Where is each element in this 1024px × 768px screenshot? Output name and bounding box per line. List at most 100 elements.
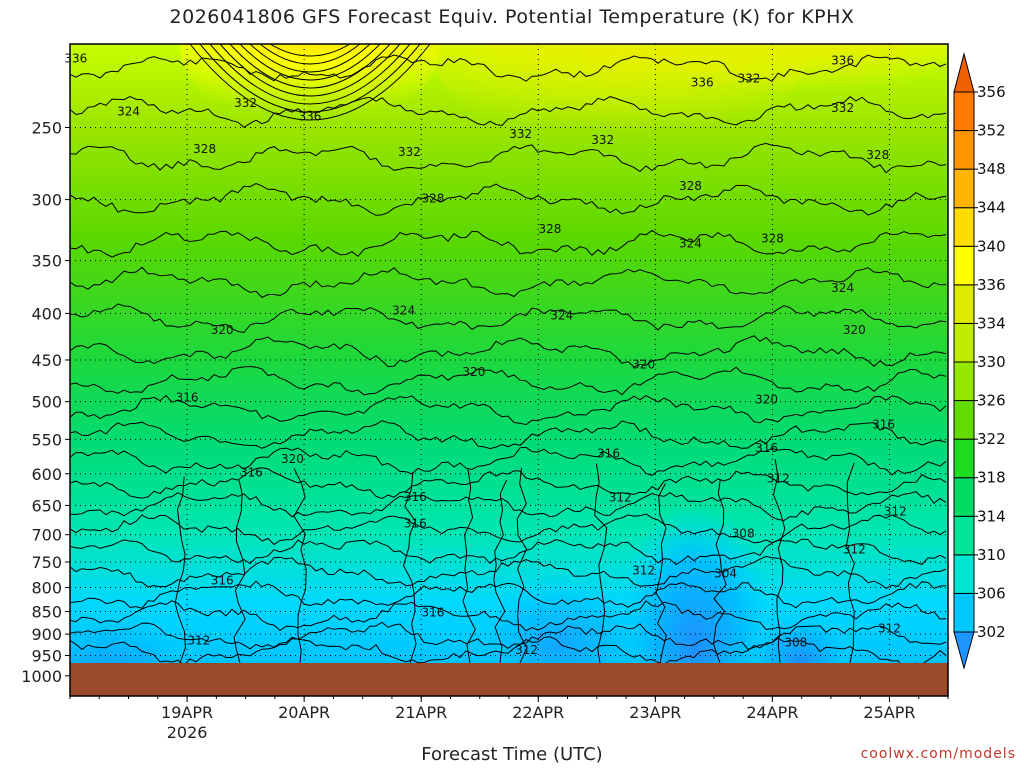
colorbar-segment (953, 592, 975, 633)
contour-line (269, 44, 351, 57)
contour-label: 316 (176, 391, 199, 405)
contour-line (70, 446, 947, 476)
contour-line (239, 44, 381, 81)
colorbar-segment (953, 168, 975, 209)
contour-line (259, 44, 361, 65)
contour-label: 316 (755, 441, 778, 455)
colorbar-label: 352 (977, 122, 1006, 140)
x-tick-label: 23APR (629, 703, 681, 722)
contour-line (772, 459, 786, 664)
y-tick-label: 800 (31, 579, 62, 598)
contour-label: 312 (187, 634, 210, 648)
pressure-axis: 250 300 350 400 450 500 550 600 650 700 750 800 850 9… (21, 119, 70, 686)
x-axis-label: Forecast Time (UTC) (421, 744, 603, 765)
contour-label: 312 (515, 643, 538, 657)
contour-label: 320 (755, 392, 778, 406)
contour-line (199, 44, 421, 113)
contour-label: 332 (831, 101, 854, 115)
contour-label: 336 (691, 75, 714, 89)
contour-label: 316 (211, 574, 234, 588)
contour-labels: 336 324 328 332 336 332 332 328 332 336 332 336 332 3… (64, 52, 907, 658)
y-tick-label: 600 (31, 465, 62, 484)
colorbar-segment (953, 438, 975, 479)
contour-label: 312 (884, 504, 907, 518)
contour-line (712, 479, 727, 664)
contour-line (70, 335, 947, 368)
y-tick-label: 500 (31, 393, 62, 412)
colorbar-label: 336 (977, 276, 1006, 294)
colorbar-label: 318 (977, 469, 1006, 487)
contour-label: 324 (679, 236, 702, 250)
x-tick-label: 20APR (278, 703, 330, 722)
contour-line (516, 467, 528, 664)
y-tick-label: 700 (31, 526, 62, 545)
y-tick-label: 550 (31, 430, 62, 449)
colorbar-segment (953, 284, 975, 324)
contour-label: 328 (421, 191, 444, 205)
colorbar-label: 348 (977, 160, 1006, 178)
contour-line (70, 513, 947, 546)
contour-line (70, 580, 947, 609)
colorbar-segment (953, 515, 975, 556)
contour-line (233, 480, 246, 664)
contour-label: 332 (234, 96, 257, 110)
colorbar-label: 340 (977, 237, 1006, 255)
contour-label: 328 (679, 179, 702, 193)
y-tick-label: 450 (31, 351, 62, 370)
chart-title: 2026041806 GFS Forecast Equiv. Potential… (169, 6, 855, 28)
contour-label: 320 (843, 323, 866, 337)
contour-line (845, 462, 855, 664)
colorbar-segment (953, 245, 975, 286)
colorbar-label: 306 (977, 584, 1006, 602)
contour-label: 332 (398, 145, 421, 159)
colorbar-segment (953, 361, 975, 402)
colorbar: 302 306 310 314 318 322 326 330 334 336 340 344 348 3… (953, 52, 1006, 670)
colorbar-segment (953, 130, 975, 170)
contour-label: 308 (784, 635, 807, 649)
x-tick-label: 22APR (512, 703, 564, 722)
contour-label: 316 (421, 605, 444, 619)
source-credit: coolwx.com/models (860, 746, 1016, 762)
colorbar-segment (953, 400, 975, 440)
contour-label: 316 (872, 418, 895, 432)
colorbar-segment (953, 477, 975, 517)
contour-label: 312 (609, 490, 632, 504)
colorbar-label: 314 (977, 507, 1006, 525)
y-tick-label: 650 (31, 496, 62, 515)
y-tick-label: 300 (31, 191, 62, 210)
contour-line (70, 555, 947, 589)
contour-line (70, 266, 947, 299)
contour-label: 304 (714, 566, 737, 580)
contour-line (219, 44, 401, 97)
contour-line (70, 621, 947, 650)
x-tick-label: 25APR (863, 703, 915, 722)
contour-line (70, 142, 947, 174)
contour-label: 336 (299, 109, 322, 123)
contour-line (70, 538, 947, 566)
colorbar-label: 334 (977, 314, 1006, 332)
y-tick-label: 250 (31, 119, 62, 138)
contour-line (70, 491, 947, 522)
contour-label: 324 (831, 281, 854, 295)
contour-line (70, 467, 947, 500)
x-tick-year: 2026 (167, 723, 208, 742)
ground-terrain (70, 663, 948, 696)
contour-line (594, 463, 608, 664)
contour-label: 320 (281, 452, 304, 466)
y-tick-label: 350 (31, 252, 62, 271)
contour-label: 328 (761, 232, 784, 246)
contour-line (70, 54, 947, 83)
contour-label: 312 (767, 471, 790, 485)
colorbar-label: 302 (977, 623, 1006, 641)
contour-label: 328 (866, 148, 889, 162)
colorbar-min-arrow (953, 631, 975, 670)
colorbar-max-arrow (953, 52, 975, 93)
y-tick-label: 400 (31, 304, 62, 323)
contour-line (70, 394, 947, 426)
colorbar-label: 330 (977, 353, 1006, 371)
colorbar-label: 322 (977, 430, 1006, 448)
contour-label: 324 (117, 104, 140, 118)
x-tick-label: 21APR (395, 703, 447, 722)
contour-label: 308 (732, 527, 755, 541)
